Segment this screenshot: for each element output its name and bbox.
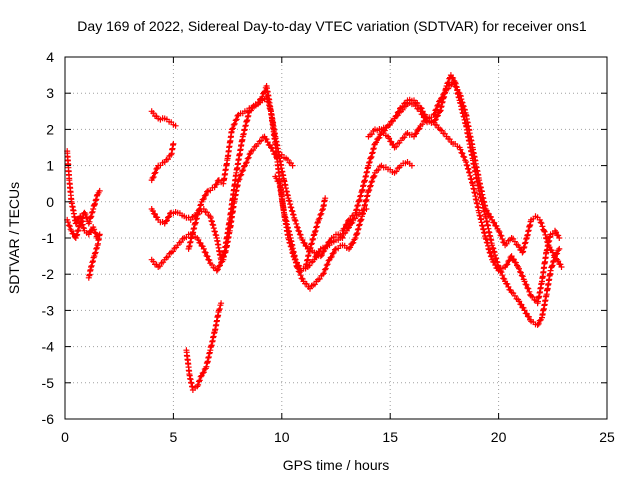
chart-title: Day 169 of 2022, Sidereal Day-to-day VTE… — [77, 18, 587, 34]
x-tick-label: 5 — [170, 429, 178, 445]
series-track-i — [185, 83, 346, 260]
data-point-markers — [378, 79, 565, 270]
x-tick-label: 10 — [274, 429, 290, 445]
data-point-markers — [64, 187, 103, 241]
series-track-n — [378, 79, 565, 270]
y-tick-label: -3 — [42, 302, 55, 318]
grid — [65, 57, 607, 419]
data-point-markers — [148, 108, 179, 129]
series-track-c — [85, 231, 103, 281]
x-tick-label: 25 — [599, 429, 615, 445]
series-track-j — [272, 159, 415, 292]
series-track-b — [64, 187, 103, 241]
x-tick-labels: 0 5 10 15 20 25 — [61, 429, 615, 445]
y-tick-label: -2 — [42, 266, 55, 282]
y-tick-label: 0 — [46, 194, 54, 210]
data-point-markers — [302, 195, 329, 270]
y-tick-labels: -6 -5 -4 -3 -2 -1 0 1 2 3 4 — [42, 49, 55, 427]
data-point-markers — [85, 231, 103, 281]
y-tick-label: -4 — [42, 339, 55, 355]
series-track-m — [365, 100, 563, 307]
y-tick-label: -5 — [42, 375, 55, 391]
series-track-k — [302, 195, 329, 270]
y-axis-label: SDTVAR / TECUs — [6, 182, 22, 294]
axis-ticks — [64, 56, 608, 420]
series-track-e — [148, 140, 177, 184]
y-tick-label: 1 — [46, 158, 54, 174]
data-point-markers — [185, 83, 346, 260]
series-track-d — [148, 108, 179, 129]
y-tick-label: 4 — [46, 49, 54, 65]
data-point-markers — [148, 140, 177, 184]
y-tick-label: -1 — [42, 230, 55, 246]
data-point-markers — [272, 159, 415, 292]
x-tick-label: 15 — [382, 429, 398, 445]
x-tick-label: 20 — [491, 429, 507, 445]
y-tick-label: 3 — [46, 85, 54, 101]
y-tick-label: -6 — [42, 411, 55, 427]
data-point-markers — [365, 100, 563, 307]
data-points — [64, 72, 565, 393]
x-tick-label: 0 — [61, 429, 69, 445]
data-point-markers — [183, 300, 225, 393]
y-tick-label: 2 — [46, 121, 54, 137]
series-track-h — [183, 300, 225, 393]
x-axis-label: GPS time / hours — [283, 457, 390, 473]
